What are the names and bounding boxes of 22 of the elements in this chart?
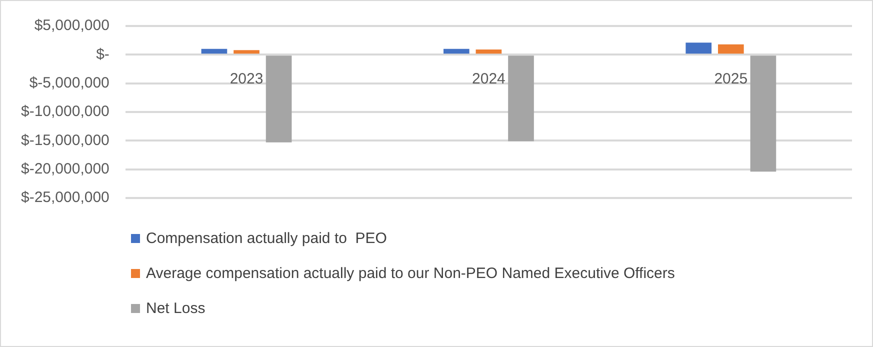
x-tick-label: 2024 bbox=[472, 70, 506, 88]
bar bbox=[508, 56, 534, 142]
y-tick-label: $-20,000,000 bbox=[20, 160, 110, 178]
y-tick-label: $-10,000,000 bbox=[20, 103, 110, 120]
legend-label: Compensation actually paid to PEO bbox=[146, 230, 387, 246]
y-tick-label: $5,000,000 bbox=[34, 17, 110, 34]
bar bbox=[234, 50, 260, 54]
y-tick-label: $-5,000,000 bbox=[29, 74, 110, 92]
bar bbox=[443, 48, 470, 54]
bar bbox=[686, 42, 712, 54]
y-tick-label: $-25,000,000 bbox=[20, 189, 110, 206]
x-tick-label: 2023 bbox=[230, 70, 264, 88]
y-tick-label: $- bbox=[96, 46, 110, 63]
x-tick-label: 2025 bbox=[714, 70, 748, 88]
bar bbox=[476, 50, 502, 54]
legend-label: Net Loss bbox=[146, 300, 206, 316]
y-tick-label: $-15,000,000 bbox=[20, 132, 110, 149]
legend-label: Average compensation actually paid to our Non-PEO Named Executive Officers bbox=[146, 264, 675, 282]
bar bbox=[201, 48, 228, 54]
bar bbox=[718, 44, 744, 54]
bar bbox=[266, 56, 292, 142]
bar bbox=[750, 56, 776, 172]
